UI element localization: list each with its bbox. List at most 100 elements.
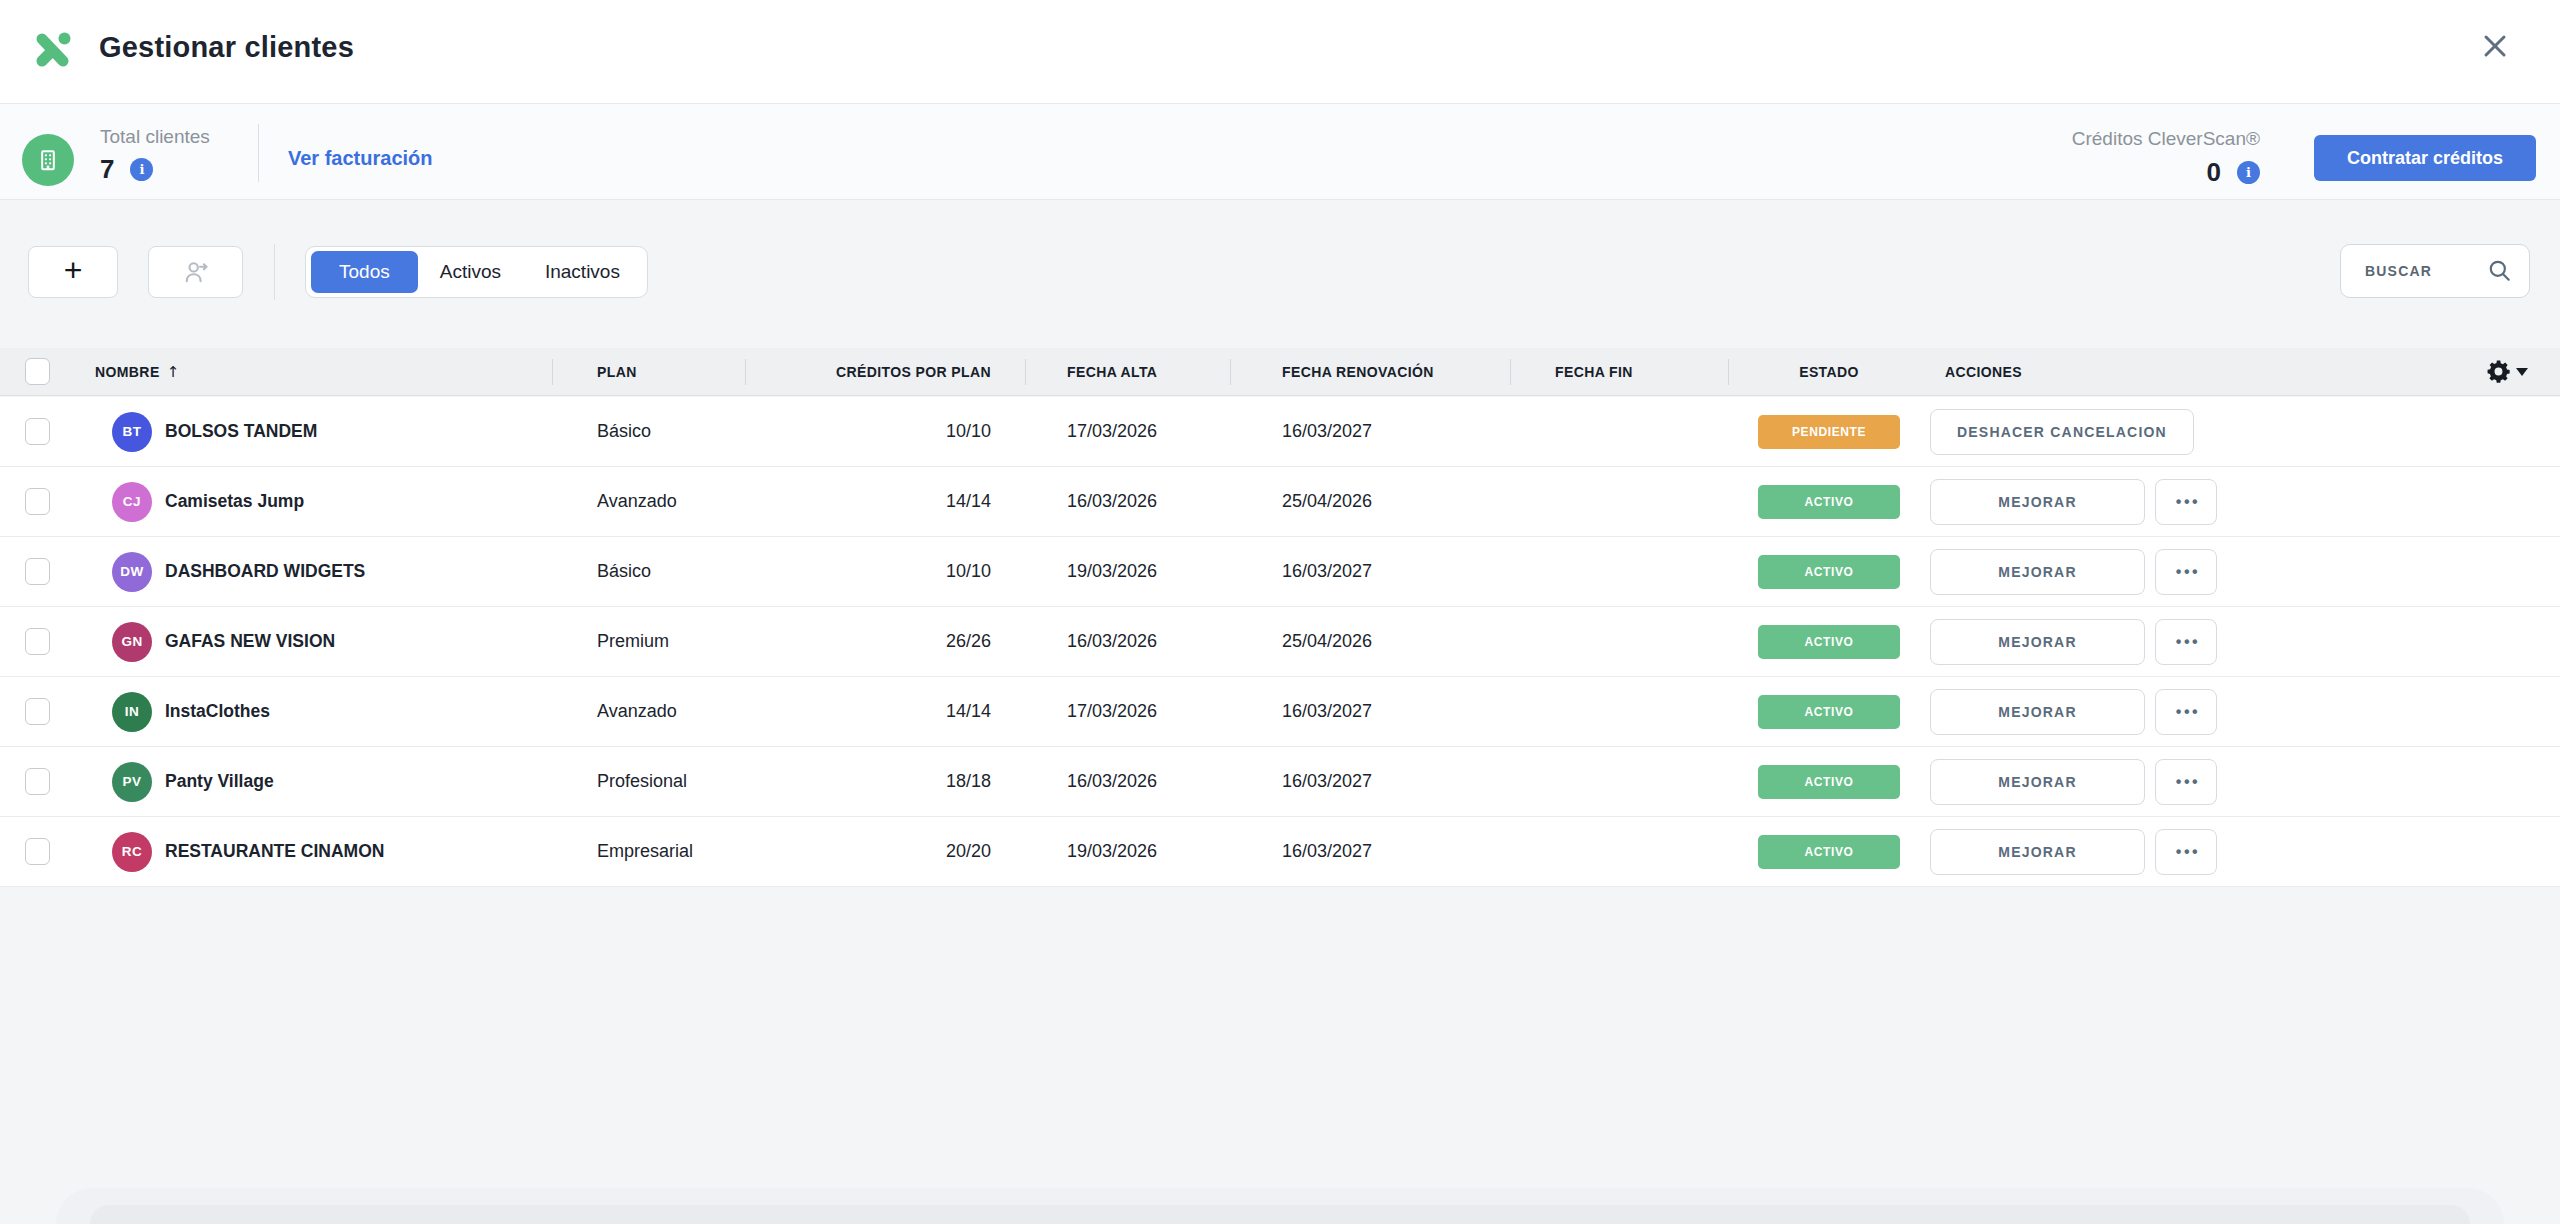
table-row[interactable]: IN InstaClothes Avanzado14/1417/03/202616/… <box>0 677 2560 747</box>
row-checkbox[interactable] <box>25 698 50 725</box>
total-clients-avatar <box>22 134 74 186</box>
tab-inactivos[interactable]: Inactivos <box>523 251 642 293</box>
credits-cell: 10/10 <box>745 561 1025 582</box>
total-clients-label: Total clientes <box>100 126 210 148</box>
status-badge: ACTIVO <box>1758 555 1900 589</box>
more-actions-button[interactable]: ••• <box>2155 619 2217 665</box>
plan-cell: Profesional <box>552 771 745 792</box>
more-actions-button[interactable]: ••• <box>2155 549 2217 595</box>
client-name: Camisetas Jump <box>165 491 304 512</box>
plan-cell: Básico <box>552 561 745 582</box>
table-row[interactable]: PV Panty Village Profesional18/18 16/03/202… <box>0 747 2560 817</box>
add-client-button[interactable]: + <box>28 246 118 298</box>
client-avatar: DW <box>112 552 152 592</box>
upgrade-button[interactable]: MEJORAR <box>1930 549 2145 595</box>
buy-credits-button[interactable]: Contratar créditos <box>2314 135 2536 181</box>
fecha-alta-cell: 19/03/2026 <box>1025 561 1230 582</box>
fecha-renovacion-cell: 25/04/2026 <box>1230 491 1510 512</box>
client-name: InstaClothes <box>165 701 270 722</box>
status-badge: ACTIVO <box>1758 625 1900 659</box>
plan-cell: Avanzado <box>552 701 745 722</box>
upgrade-button[interactable]: MEJORAR <box>1930 619 2145 665</box>
tab-todos[interactable]: Todos <box>311 251 418 293</box>
fecha-renovacion-cell: 16/03/2027 <box>1230 771 1510 792</box>
transfer-client-button[interactable] <box>148 246 243 298</box>
more-actions-button[interactable]: ••• <box>2155 689 2217 735</box>
manage-clients-modal: Gestionar clientes Total clientes <box>0 0 2560 1224</box>
sort-asc-icon: ↑ <box>167 363 180 381</box>
total-clients-info-icon[interactable]: i <box>130 158 153 181</box>
credits-cell: 18/18 <box>745 771 1025 792</box>
client-avatar: BT <box>112 412 152 452</box>
column-header-fecha-fin[interactable]: FECHA FIN <box>1510 348 1728 395</box>
fecha-renovacion-cell: 25/04/2026 <box>1230 631 1510 652</box>
client-avatar: IN <box>112 692 152 732</box>
upgrade-button[interactable]: MEJORAR <box>1930 689 2145 735</box>
credits-cell: 14/14 <box>745 701 1025 722</box>
client-name: BOLSOS TANDEM <box>165 421 317 442</box>
plan-cell: Empresarial <box>552 841 745 862</box>
plan-cell: Premium <box>552 631 745 652</box>
column-header-label: NOMBRE <box>95 364 160 380</box>
plan-cell: Básico <box>552 421 745 442</box>
table-row[interactable]: DW DASHBOARD WIDGETS Básico10/1019/03/2026… <box>0 537 2560 607</box>
more-actions-button[interactable]: ••• <box>2155 479 2217 525</box>
app-logo-icon <box>33 30 73 70</box>
row-checkbox[interactable] <box>25 488 50 515</box>
total-clients-value: 7 <box>100 154 114 185</box>
status-badge: ACTIVO <box>1758 835 1900 869</box>
client-name: DASHBOARD WIDGETS <box>165 561 365 582</box>
upgrade-button[interactable]: MEJORAR <box>1930 829 2145 875</box>
column-header-fecha-renovacion[interactable]: FECHA RENOVACIÓN <box>1230 348 1510 395</box>
select-all-checkbox[interactable] <box>25 358 50 385</box>
fecha-alta-cell: 16/03/2026 <box>1025 631 1230 652</box>
close-button[interactable] <box>2476 27 2514 65</box>
status-badge: ACTIVO <box>1758 765 1900 799</box>
credits-cell: 14/14 <box>745 491 1025 512</box>
client-name: GAFAS NEW VISION <box>165 631 335 652</box>
more-actions-button[interactable]: ••• <box>2155 759 2217 805</box>
fecha-renovacion-cell: 16/03/2027 <box>1230 421 1510 442</box>
column-header-fecha-alta[interactable]: FECHA ALTA <box>1025 348 1230 395</box>
column-header-creditos-por-plan[interactable]: CRÉDITOS POR PLAN <box>745 348 1025 395</box>
cleverscan-credits-value: 0 <box>2207 157 2221 188</box>
building-icon <box>34 146 62 174</box>
fecha-renovacion-cell: 16/03/2027 <box>1230 701 1510 722</box>
table-row[interactable]: RCRESTAURANTE CINAMONEmpresarial20/2019/… <box>0 817 2560 887</box>
toolbar-divider <box>274 244 275 300</box>
more-actions-button[interactable]: ••• <box>2155 829 2217 875</box>
stats-divider <box>258 124 259 182</box>
row-checkbox[interactable] <box>25 768 50 795</box>
fecha-alta-cell: 19/03/2026 <box>1025 841 1230 862</box>
credits-info-icon[interactable]: i <box>2237 161 2260 184</box>
search-input[interactable] <box>2365 263 2485 279</box>
table-row[interactable]: GNGAFAS NEW VISIONPremium26/2616/03/2026… <box>0 607 2560 677</box>
row-checkbox[interactable] <box>25 558 50 585</box>
column-header-plan[interactable]: PLAN <box>552 348 745 395</box>
upgrade-button[interactable]: MEJORAR <box>1930 479 2145 525</box>
column-header-nombre[interactable]: NOMBRE ↑ <box>80 348 552 395</box>
fecha-alta-cell: 17/03/2026 <box>1025 701 1230 722</box>
page-title: Gestionar clientes <box>99 31 354 64</box>
columns-settings-button[interactable] <box>2484 357 2530 386</box>
tab-activos[interactable]: Activos <box>418 251 523 293</box>
client-avatar: PV <box>112 762 152 802</box>
column-header-acciones: ACCIONES <box>1930 348 2560 395</box>
background-card-edge-inner <box>90 1205 2470 1224</box>
undo-cancel-button[interactable]: DESHACER CANCELACION <box>1930 409 2194 455</box>
fecha-alta-cell: 17/03/2026 <box>1025 421 1230 442</box>
view-billing-link[interactable]: Ver facturación <box>288 147 433 170</box>
row-checkbox[interactable] <box>25 838 50 865</box>
status-badge: PENDIENTE <box>1758 415 1900 449</box>
client-name: Panty Village <box>165 771 274 792</box>
table-row[interactable]: BTBOLSOS TANDEMBásico10/1017/03/202616/0… <box>0 397 2560 467</box>
table-row[interactable]: CJCamisetas JumpAvanzado14/1416/03/20262… <box>0 467 2560 537</box>
person-arrow-icon <box>181 257 211 287</box>
row-checkbox[interactable] <box>25 418 50 445</box>
table-header: NOMBRE ↑ PLAN CRÉDITOS POR PLAN FECHA AL… <box>0 348 2560 396</box>
modal-header: Gestionar clientes <box>0 0 2560 104</box>
toolbar: + Todos Activos Inactivos <box>0 200 2560 348</box>
upgrade-button[interactable]: MEJORAR <box>1930 759 2145 805</box>
fecha-alta-cell: 16/03/2026 <box>1025 491 1230 512</box>
row-checkbox[interactable] <box>25 628 50 655</box>
